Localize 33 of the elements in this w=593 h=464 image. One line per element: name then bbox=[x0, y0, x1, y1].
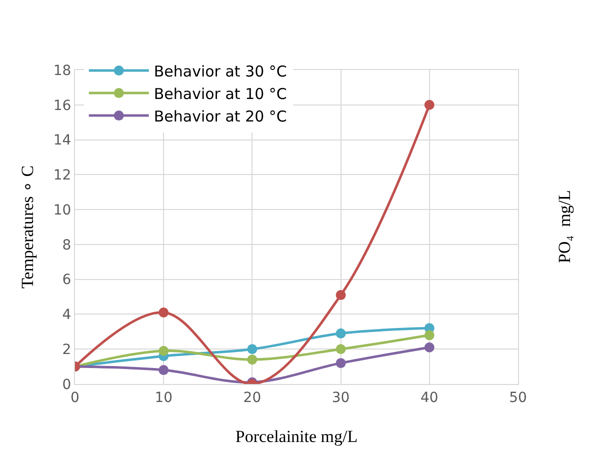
point bbox=[424, 342, 434, 352]
y-axis-title: Temperatures ∘ C bbox=[18, 165, 37, 289]
x-tick-label: 20 bbox=[243, 390, 262, 406]
y2-axis-title: PO₄ mg/L bbox=[555, 190, 574, 264]
point bbox=[336, 290, 346, 300]
x-tick-label: 40 bbox=[420, 390, 438, 406]
y-tick-label: 4 bbox=[62, 307, 72, 324]
y-tick-label: 16 bbox=[53, 98, 72, 114]
y-tick-label: 8 bbox=[62, 237, 72, 254]
legend-label: Behavior at 30 °C bbox=[154, 62, 287, 80]
x-tick-label: 10 bbox=[154, 390, 173, 406]
y-tick-label: 2 bbox=[62, 342, 72, 358]
point bbox=[247, 354, 258, 365]
point bbox=[247, 344, 258, 354]
point bbox=[158, 307, 169, 318]
y-tick-label: 14 bbox=[53, 132, 72, 149]
y-tick-label: 6 bbox=[62, 272, 72, 288]
point bbox=[424, 100, 434, 110]
x-axis-title: Porcelainite mg/L bbox=[235, 427, 358, 446]
x-tick-label: 50 bbox=[509, 390, 527, 406]
legend-label: Behavior at 10 °C bbox=[154, 84, 287, 103]
legend-label: Behavior at 20 °C bbox=[154, 107, 287, 126]
point bbox=[336, 358, 346, 368]
point bbox=[158, 365, 169, 376]
y-tick-label: 18 bbox=[53, 62, 72, 79]
point bbox=[336, 328, 346, 338]
y-tick-label: 10 bbox=[53, 202, 72, 218]
y-tick-label: 0 bbox=[62, 376, 72, 393]
x-tick-label: 30 bbox=[332, 390, 350, 406]
point bbox=[336, 344, 346, 354]
y-tick-label: 12 bbox=[53, 168, 72, 184]
point bbox=[158, 346, 169, 356]
point bbox=[424, 330, 434, 340]
